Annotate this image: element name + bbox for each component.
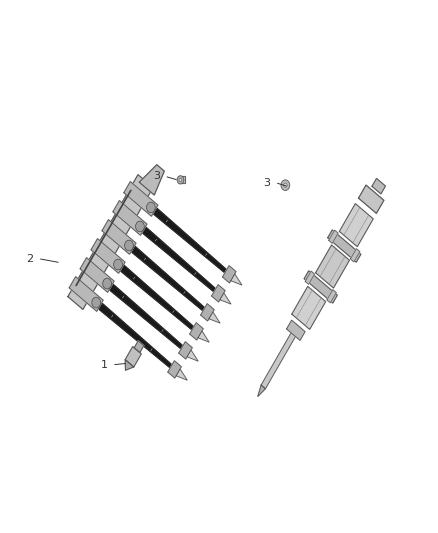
Polygon shape: [102, 220, 136, 254]
Text: 1: 1: [101, 360, 108, 370]
Polygon shape: [223, 265, 236, 283]
Polygon shape: [261, 324, 300, 389]
Polygon shape: [304, 271, 337, 303]
Polygon shape: [125, 346, 141, 367]
Circle shape: [125, 240, 133, 251]
Polygon shape: [327, 289, 336, 303]
Polygon shape: [179, 342, 192, 359]
Polygon shape: [145, 201, 227, 273]
Text: 2: 2: [26, 254, 33, 263]
Polygon shape: [124, 239, 205, 311]
Polygon shape: [209, 312, 220, 323]
Polygon shape: [139, 165, 164, 195]
Circle shape: [103, 278, 112, 289]
Polygon shape: [359, 185, 384, 213]
Polygon shape: [258, 385, 265, 397]
Polygon shape: [292, 286, 325, 329]
Polygon shape: [134, 341, 144, 352]
Polygon shape: [80, 257, 114, 292]
Polygon shape: [231, 274, 242, 285]
Polygon shape: [187, 350, 198, 361]
Polygon shape: [220, 293, 231, 304]
Circle shape: [179, 178, 182, 182]
Polygon shape: [286, 320, 305, 341]
Polygon shape: [190, 322, 203, 340]
Polygon shape: [91, 239, 125, 273]
Circle shape: [92, 297, 101, 308]
Polygon shape: [168, 361, 181, 378]
Circle shape: [114, 259, 123, 270]
Polygon shape: [69, 277, 103, 311]
Polygon shape: [176, 369, 187, 380]
Polygon shape: [179, 176, 185, 183]
Text: 3: 3: [264, 177, 271, 188]
Polygon shape: [305, 271, 314, 284]
Circle shape: [281, 180, 290, 190]
Polygon shape: [201, 304, 214, 321]
Polygon shape: [316, 245, 350, 288]
Polygon shape: [339, 204, 373, 247]
Polygon shape: [113, 259, 194, 330]
Circle shape: [136, 221, 144, 232]
Circle shape: [284, 183, 287, 187]
Polygon shape: [102, 277, 183, 349]
Polygon shape: [329, 230, 338, 244]
Circle shape: [146, 202, 155, 213]
Polygon shape: [124, 182, 158, 216]
Polygon shape: [91, 296, 172, 368]
Polygon shape: [328, 230, 361, 262]
Polygon shape: [212, 285, 225, 302]
Polygon shape: [125, 360, 134, 370]
Circle shape: [177, 176, 184, 184]
Polygon shape: [113, 200, 147, 235]
Polygon shape: [198, 331, 209, 342]
Text: 3: 3: [153, 171, 160, 181]
Polygon shape: [372, 179, 385, 194]
Polygon shape: [350, 249, 360, 262]
Polygon shape: [68, 175, 153, 309]
Polygon shape: [134, 220, 216, 292]
